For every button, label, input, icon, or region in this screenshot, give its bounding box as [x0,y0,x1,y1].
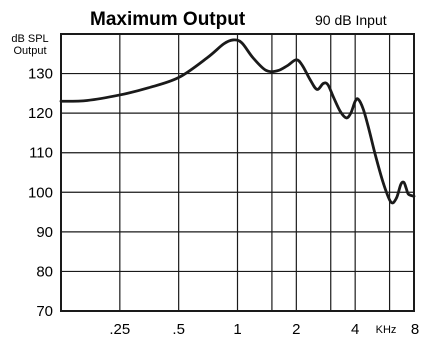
y-tick-label: 130 [28,66,53,83]
x-tick-label: .5 [172,321,185,338]
x-tick-label: 2 [292,321,300,338]
y-tick-label: 110 [29,145,53,162]
x-tick-label: 1 [233,321,241,338]
y-tick-label: 120 [28,105,53,122]
grid [61,34,414,311]
y-tick-labels: 130 120 110 100 90 80 70 [28,66,53,320]
output-curve [59,38,416,205]
y-axis-label-line2: Output [13,45,46,57]
y-tick-label: 90 [36,224,53,241]
plot-frame [60,33,415,312]
x-tick-label: .25 [109,321,130,338]
x-tick-label: 8 [411,321,419,338]
y-tick-label: 100 [28,184,53,201]
y-tick-label: 80 [36,263,53,280]
y-tick-label: 70 [36,303,53,320]
x-axis-unit: KHz [376,324,397,336]
chart-subtitle: 90 dB Input [315,12,387,28]
chart-title: Maximum Output [90,9,246,30]
x-tick-labels: .25 .5 1 2 4 8 [109,321,419,338]
y-axis-label-line1: dB SPL [11,33,48,45]
x-tick-label: 4 [351,321,359,338]
